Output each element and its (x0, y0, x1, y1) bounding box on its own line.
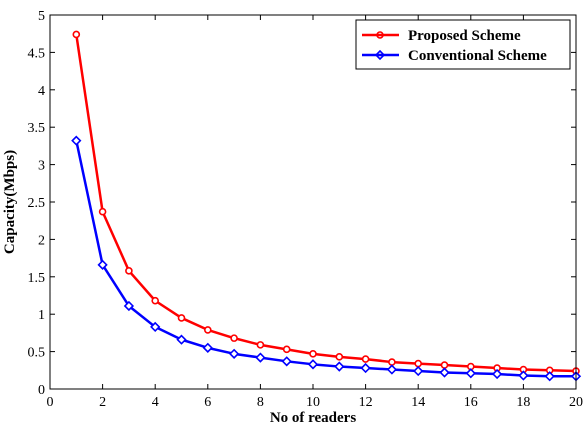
data-point-proposed-scheme (361, 355, 370, 363)
x-axis-ticks: 0 2 4 6 8 10 12 14 16 18 20 (47, 15, 583, 410)
x-tick-label: 14 (411, 395, 425, 410)
y-tick-label: 2.5 (28, 196, 46, 211)
data-point-proposed-scheme (309, 350, 317, 358)
data-point-conventional-scheme (307, 359, 319, 370)
data-point-proposed-scheme (282, 345, 291, 354)
data-point-conventional-scheme (413, 365, 424, 377)
plot-series (71, 30, 582, 382)
data-point-conventional-scheme (228, 348, 240, 359)
data-point-conventional-scheme (281, 356, 292, 367)
x-tick-label: 4 (152, 395, 159, 410)
y-tick-label: 3 (38, 159, 45, 174)
data-point-proposed-scheme (230, 334, 238, 342)
y-tick-label: 4 (38, 84, 45, 99)
x-tick-label: 16 (464, 395, 478, 410)
y-axis-ticks: 0 0.5 1 1.5 2 2.5 3 3.5 4 4.5 5 (28, 9, 576, 398)
data-point-conventional-scheme (255, 352, 266, 363)
y-tick-label: 4.5 (28, 46, 46, 61)
legend-label-proposed-scheme: Proposed Scheme (408, 28, 521, 44)
data-point-proposed-scheme (335, 353, 344, 361)
y-tick-label: 0.5 (28, 346, 46, 361)
data-point-proposed-scheme (151, 296, 159, 305)
y-tick-label: 1 (38, 308, 45, 323)
data-point-conventional-scheme (97, 259, 108, 270)
data-point-proposed-scheme (256, 341, 265, 349)
data-point-conventional-scheme (334, 361, 345, 372)
data-point-conventional-scheme (360, 362, 371, 374)
y-tick-label: 2 (38, 233, 45, 248)
data-point-conventional-scheme (544, 371, 555, 382)
legend-marker-proposed-scheme (376, 31, 384, 39)
series-line-proposed-scheme (75, 34, 577, 373)
data-point-conventional-scheme (518, 370, 529, 381)
plot-frame (49, 14, 577, 390)
data-point-proposed-scheme (98, 207, 107, 216)
y-tick-label: 3.5 (28, 121, 46, 136)
data-point-proposed-scheme (72, 30, 81, 39)
x-tick-label: 6 (204, 395, 211, 410)
data-point-proposed-scheme (204, 326, 212, 334)
x-tick-label: 18 (516, 395, 530, 410)
y-tick-label: 5 (38, 9, 45, 24)
x-tick-label: 10 (306, 395, 320, 410)
legend-marker-conventional-scheme (374, 49, 386, 61)
x-axis-label: No of readers (270, 410, 357, 426)
y-tick-label: 1.5 (28, 271, 46, 286)
data-point-proposed-scheme (388, 358, 396, 366)
y-tick-label: 0 (38, 383, 45, 398)
data-point-proposed-scheme (125, 267, 133, 275)
data-point-conventional-scheme (439, 367, 450, 378)
legend-box (355, 19, 571, 70)
data-point-conventional-scheme (176, 334, 187, 345)
x-tick-label: 12 (359, 395, 373, 410)
x-tick-label: 20 (569, 395, 583, 410)
x-tick-label: 2 (99, 395, 106, 410)
data-point-proposed-scheme (414, 359, 423, 368)
data-point-conventional-scheme (150, 321, 161, 333)
data-point-proposed-scheme (440, 361, 449, 369)
legend-label-conventional-scheme: Conventional Scheme (408, 48, 547, 64)
data-point-conventional-scheme (465, 368, 476, 379)
legend: Proposed Scheme Conventional Scheme (355, 19, 571, 70)
data-point-conventional-scheme (202, 342, 213, 353)
data-point-conventional-scheme (71, 135, 82, 146)
data-point-conventional-scheme (386, 364, 398, 375)
data-point-conventional-scheme (491, 368, 503, 380)
data-point-conventional-scheme (123, 300, 135, 312)
x-tick-label: 8 (257, 395, 264, 410)
y-axis-label: Capacity(Mbps) (2, 150, 18, 254)
x-tick-label: 0 (47, 395, 54, 410)
data-point-proposed-scheme (177, 314, 186, 322)
